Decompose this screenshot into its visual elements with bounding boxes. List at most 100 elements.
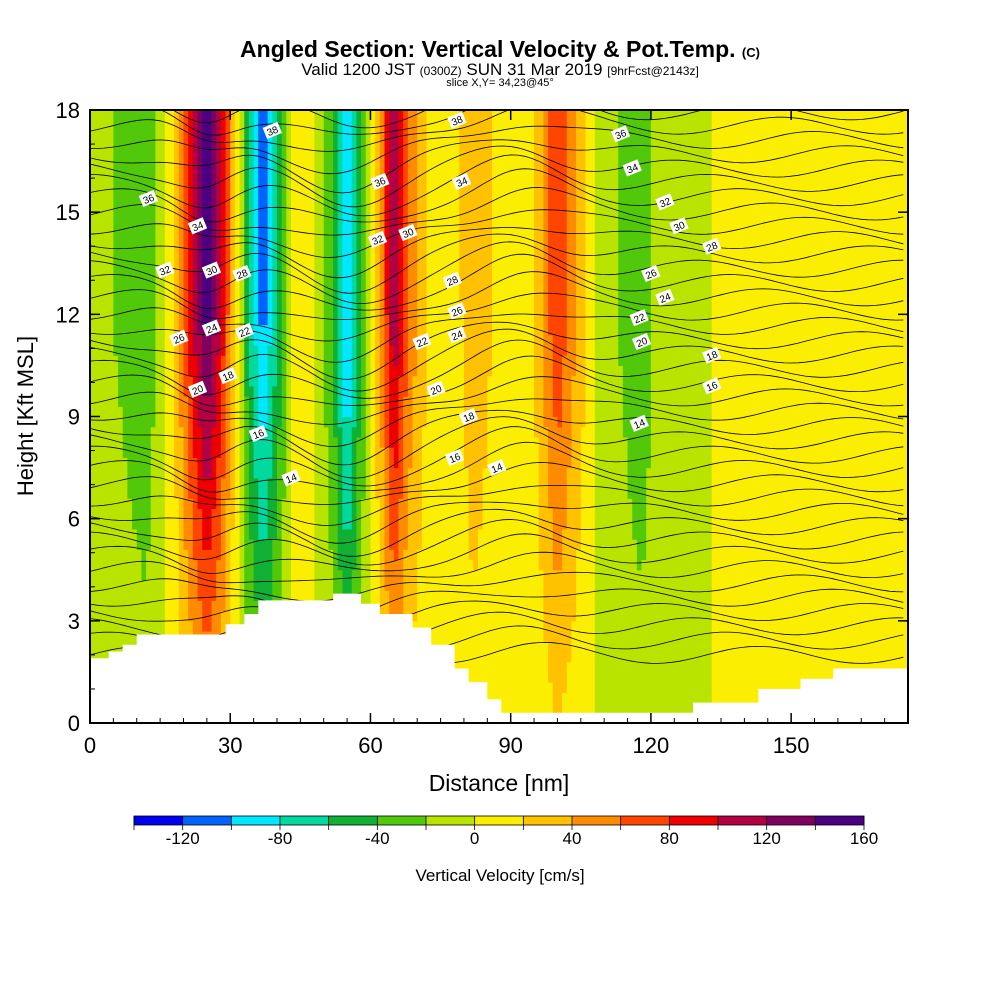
velocity-cell — [599, 110, 605, 723]
velocity-cell — [384, 447, 390, 591]
velocity-cell — [594, 110, 601, 723]
contour-label-box — [187, 217, 208, 235]
contour-label: 30 — [398, 224, 418, 241]
velocity-cell — [188, 110, 194, 377]
velocity-cell — [473, 569, 479, 723]
velocity-cell — [384, 314, 390, 448]
velocity-cell — [636, 569, 643, 723]
velocity-cell — [487, 375, 493, 723]
colorbar-tick-label: -120 — [166, 829, 200, 848]
velocity-cell — [538, 569, 545, 723]
contour-label-text: 22 — [633, 312, 648, 327]
slice-info: slice X,Y= 34,23@45° — [446, 77, 554, 89]
colorbar-frame — [133, 815, 865, 826]
contour-label: 32 — [367, 230, 388, 248]
contour-label: 36 — [370, 172, 390, 191]
velocity-cell — [819, 110, 825, 723]
contour-label-box — [201, 319, 222, 337]
velocity-cell — [113, 110, 119, 356]
velocity-cell — [225, 498, 231, 683]
contour-label: 32 — [655, 193, 675, 210]
velocity-cell — [412, 110, 418, 377]
velocity-cell — [576, 549, 582, 723]
velocity-cell — [506, 110, 512, 723]
velocity-cell — [197, 426, 203, 510]
contour-label-text: 20 — [429, 383, 444, 398]
velocity-cell — [627, 110, 633, 499]
velocity-cell — [290, 110, 297, 723]
velocity-cell — [459, 314, 465, 723]
contour-label-text: 36 — [373, 176, 388, 191]
velocity-cell — [337, 426, 344, 571]
theta-contour — [90, 519, 904, 566]
velocity-cell — [707, 110, 713, 723]
velocity-cell — [188, 375, 194, 499]
theta-contour — [90, 441, 904, 493]
velocity-cell — [571, 110, 577, 377]
velocity-cell — [309, 110, 315, 723]
contour-label-text: 18 — [462, 411, 477, 426]
velocity-cell — [875, 110, 881, 723]
velocity-cell — [262, 324, 269, 428]
velocity-cell — [767, 110, 774, 723]
velocity-cell — [463, 467, 470, 723]
velocity-cell — [426, 110, 432, 723]
colorbar-tick-label: 120 — [752, 829, 780, 848]
velocity-cell — [692, 110, 699, 723]
contour-label-text: 24 — [658, 291, 673, 306]
velocity-cell — [763, 110, 769, 723]
chart-title-flag: (C) — [741, 45, 760, 60]
contour-label-box — [702, 346, 722, 364]
valid-date: SUN 31 Mar 2019 — [466, 60, 603, 79]
velocity-cell — [552, 110, 559, 418]
velocity-cell — [328, 110, 334, 550]
velocity-cell — [127, 498, 133, 723]
colorbar-tick-label: -80 — [268, 829, 293, 848]
contour-label-text: 22 — [415, 336, 430, 351]
velocity-cell — [150, 426, 157, 723]
velocity-cell — [749, 110, 755, 723]
contour-label-text: 28 — [235, 268, 250, 283]
velocity-cell — [520, 110, 526, 723]
contour-label: 16 — [702, 377, 722, 394]
colorbar-label: Vertical Velocity [cm/s] — [415, 866, 584, 885]
velocity-cell — [421, 426, 428, 723]
theta-contour — [90, 485, 904, 526]
theta-contour — [90, 571, 904, 602]
contour-label-box — [187, 380, 208, 398]
velocity-cell — [529, 110, 535, 723]
chart-title-main: Angled Section: Vertical Velocity & Pot.… — [240, 36, 736, 62]
contour-label: 22 — [234, 322, 254, 340]
x-tick-label: 120 — [633, 733, 670, 758]
velocity-cell — [543, 426, 549, 642]
colorbar-tick-label: -40 — [365, 829, 390, 848]
theta-contour — [90, 313, 904, 363]
velocity-cell — [351, 426, 358, 571]
velocity-cell — [384, 110, 390, 315]
velocity-cell — [155, 110, 161, 723]
contour-label: 24 — [201, 319, 222, 337]
y-tick-label: 3 — [68, 609, 80, 634]
velocity-cell — [216, 457, 222, 561]
velocity-cell — [477, 110, 484, 530]
velocity-cell — [258, 426, 264, 540]
theta-contour — [90, 588, 904, 620]
contour-label-box — [610, 125, 631, 143]
contour-label-box — [234, 322, 254, 340]
velocity-cell — [548, 110, 554, 336]
velocity-cell — [206, 110, 213, 326]
velocity-cell — [239, 110, 245, 723]
velocity-cell — [276, 110, 283, 428]
velocity-cell — [192, 559, 199, 663]
velocity-cell — [178, 426, 185, 642]
velocity-cell — [585, 110, 591, 723]
colorbar-tick-label: 40 — [563, 829, 582, 848]
colorbar-swatch — [377, 816, 426, 825]
contour-label: 24 — [655, 288, 675, 306]
colorbar-tick-label: 160 — [850, 829, 878, 848]
theta-contour — [90, 209, 904, 258]
velocity-cell — [342, 110, 348, 418]
theta-contour — [90, 125, 904, 175]
velocity-cell — [206, 324, 213, 397]
colorbar-swatch — [328, 816, 378, 825]
